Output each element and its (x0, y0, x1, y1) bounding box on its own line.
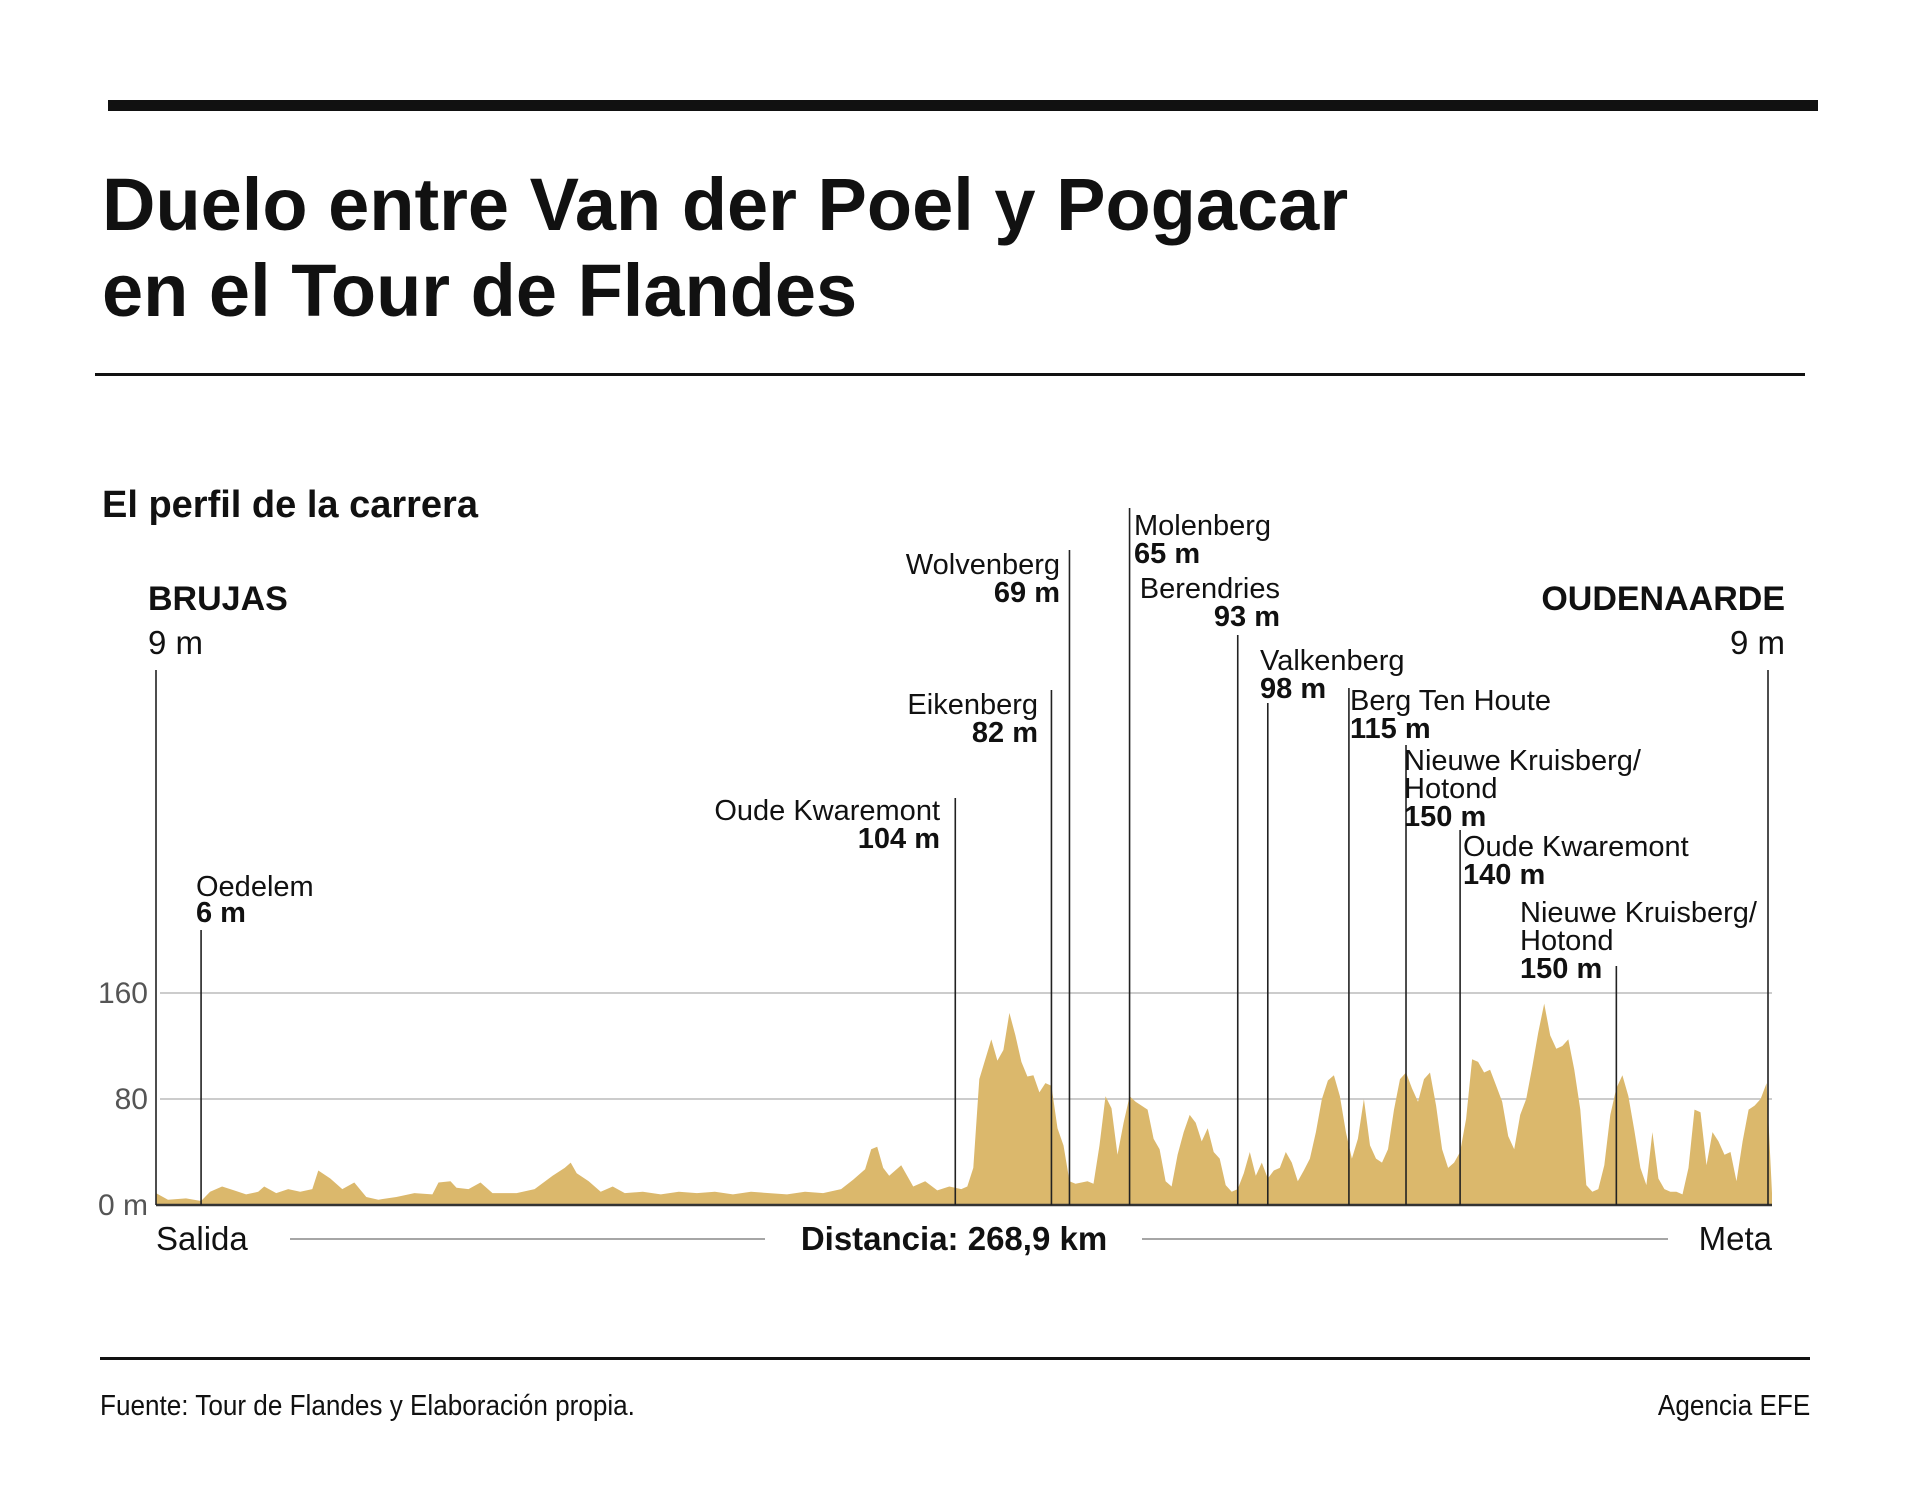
climb-name-label: Oude Kwaremont (1463, 831, 1689, 863)
y-tick-label: 160 (98, 977, 148, 1010)
climb-elevation-label: 69 m (994, 577, 1060, 609)
finish-city-label: OUDENAARDE (1541, 580, 1785, 618)
source-note: Fuente: Tour de Flandes y Elaboración pr… (100, 1390, 635, 1422)
climb-name-label: Berendries (1140, 573, 1280, 605)
climb-name-label: Eikenberg (907, 689, 1038, 721)
agency-credit: Agencia EFE (1657, 1390, 1810, 1422)
y-tick-label: 0 m (98, 1189, 148, 1222)
top-rule (108, 100, 1818, 111)
finish-elevation-label: 9 m (1730, 624, 1785, 661)
y-tick-label: 80 (115, 1083, 148, 1116)
climb-name-label: Hotond (1404, 773, 1498, 805)
climb-elevation-label: 6 m (196, 897, 246, 929)
climb-elevation-label: 104 m (858, 823, 940, 855)
climb-name-label: Berg Ten Houte (1350, 685, 1551, 717)
climb-elevation-label: 82 m (972, 717, 1038, 749)
chart-subtitle: El perfil de la carrera (102, 484, 478, 526)
climb-name-label: Nieuwe Kruisberg/ (1520, 897, 1758, 929)
page-title: Duelo entre Van der Poel y Pogacar en el… (102, 162, 1348, 334)
title-divider (95, 373, 1805, 376)
climb-name-label: Nieuwe Kruisberg/ (1404, 745, 1642, 777)
climb-elevation-label: 115 m (1350, 713, 1431, 745)
start-city-label: BRUJAS (148, 580, 288, 618)
elevation-profile-chart: 0 m 80 160 Salida Meta Distancia: 268,9 km BRU… (98, 508, 1785, 1257)
climb-elevation-label: 98 m (1260, 673, 1326, 705)
x-start-label: Salida (156, 1220, 248, 1257)
elevation-profile-area (156, 1003, 1772, 1205)
climb-elevation-label: 93 m (1214, 601, 1280, 633)
climb-elevation-label: 150 m (1404, 801, 1486, 833)
climb-elevation-label: 140 m (1463, 859, 1545, 891)
climb-name-label: Wolvenberg (906, 549, 1060, 581)
start-elevation-label: 9 m (148, 624, 203, 661)
climb-elevation-label: 65 m (1134, 538, 1200, 570)
title-line-2: en el Tour de Flandes (102, 249, 858, 332)
title-line-1: Duelo entre Van der Poel y Pogacar (102, 163, 1349, 246)
climb-name-label: Oedelem (196, 871, 314, 903)
climb-name-label: Valkenberg (1260, 645, 1405, 677)
climb-name-label: Molenberg (1134, 510, 1271, 542)
climb-name-label: Hotond (1520, 925, 1614, 957)
climb-elevation-label: 150 m (1520, 953, 1602, 985)
climb-name-label: Oude Kwaremont (714, 795, 940, 827)
x-axis-title: Distancia: 268,9 km (801, 1220, 1107, 1257)
x-end-label: Meta (1699, 1220, 1773, 1257)
footer-divider (100, 1357, 1810, 1360)
